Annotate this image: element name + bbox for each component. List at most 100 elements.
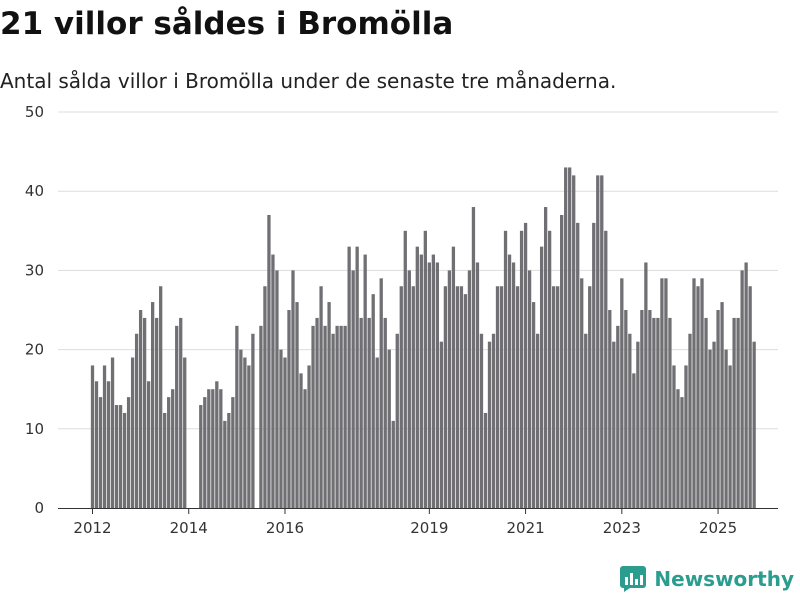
- bar: [740, 270, 744, 508]
- bar: [379, 278, 383, 508]
- chart-title: 21 villor såldes i Bromölla: [0, 6, 454, 42]
- bar: [371, 294, 375, 508]
- brand-logo: Newsworthy: [620, 566, 794, 592]
- bar: [652, 317, 656, 508]
- bar: [102, 365, 107, 508]
- bar: [138, 310, 143, 508]
- bar: [283, 357, 287, 508]
- bar: [327, 302, 331, 508]
- bar: [491, 333, 496, 508]
- bar: [219, 389, 223, 508]
- bar: [676, 389, 680, 508]
- bar: [716, 310, 720, 508]
- highlight-value-label: 21: [759, 0, 779, 4]
- bar: [572, 175, 576, 509]
- bar: [199, 405, 203, 508]
- bar: [303, 389, 307, 508]
- bar: [648, 310, 652, 508]
- bar: [467, 270, 472, 508]
- bar: [680, 397, 684, 508]
- bar: [403, 230, 407, 509]
- bar: [503, 230, 508, 509]
- bar: [632, 373, 636, 508]
- bar: [122, 412, 127, 508]
- bar: [596, 175, 600, 509]
- bar: [636, 341, 640, 508]
- bar: [287, 310, 291, 508]
- bar: [307, 365, 311, 508]
- bar: [183, 357, 187, 508]
- bar: [275, 270, 279, 508]
- bar: [624, 310, 628, 508]
- bar: [114, 405, 119, 508]
- bar: [547, 230, 552, 509]
- bar: [720, 302, 724, 508]
- bar: [696, 286, 700, 508]
- y-tick-label: 10: [25, 420, 44, 438]
- bar: [608, 310, 612, 508]
- y-tick-label: 50: [25, 103, 44, 121]
- bar: [130, 357, 135, 508]
- bar: [483, 412, 488, 508]
- bar: [315, 317, 319, 508]
- bar: [367, 317, 371, 508]
- bar: [110, 357, 115, 508]
- bar: [223, 420, 227, 508]
- bar: [495, 286, 500, 508]
- bar: [299, 373, 303, 508]
- bar: [447, 270, 452, 508]
- bar: [419, 254, 423, 508]
- y-tick-label: 40: [25, 182, 44, 200]
- bar: [151, 302, 155, 508]
- bar: [331, 333, 335, 508]
- bar: [692, 278, 696, 508]
- bar: [159, 286, 163, 508]
- bar: [543, 207, 548, 509]
- bar: [227, 412, 231, 508]
- bar: [431, 254, 435, 508]
- bar: [391, 420, 395, 508]
- bar: [475, 262, 480, 508]
- x-tick-label: 2014: [170, 519, 208, 537]
- bar: [359, 317, 363, 508]
- bar: [604, 230, 608, 509]
- bar: [243, 357, 247, 508]
- bar: [664, 278, 668, 508]
- bar: [215, 381, 219, 508]
- bar: [239, 349, 243, 508]
- bar: [644, 262, 648, 508]
- bar: [668, 317, 672, 508]
- x-tick-label: 2025: [699, 519, 737, 537]
- bar: [556, 286, 560, 508]
- bar: [724, 349, 728, 508]
- bar: [712, 341, 716, 508]
- bar: [600, 175, 604, 509]
- bar: [179, 317, 183, 508]
- bar: [708, 349, 712, 508]
- bar: [279, 349, 283, 508]
- bar: [335, 325, 339, 508]
- bar: [535, 333, 540, 508]
- bar: [443, 286, 448, 508]
- bar: [411, 286, 415, 508]
- bar: [471, 207, 476, 509]
- bar: [347, 246, 351, 508]
- axes: [58, 508, 778, 514]
- bar: [407, 270, 411, 508]
- bar: [211, 389, 215, 508]
- x-tick-label: 2012: [73, 519, 111, 537]
- bar: [126, 397, 131, 508]
- bar: [387, 349, 391, 508]
- bar: [235, 325, 239, 508]
- bar: [539, 246, 544, 508]
- bar: [499, 286, 504, 508]
- bar: [584, 333, 588, 508]
- bar: [515, 286, 520, 508]
- bar: [355, 246, 359, 508]
- bar: [106, 381, 111, 508]
- bar: [163, 412, 167, 508]
- bar: [748, 286, 752, 508]
- bar: [291, 270, 295, 508]
- bar: [451, 246, 456, 508]
